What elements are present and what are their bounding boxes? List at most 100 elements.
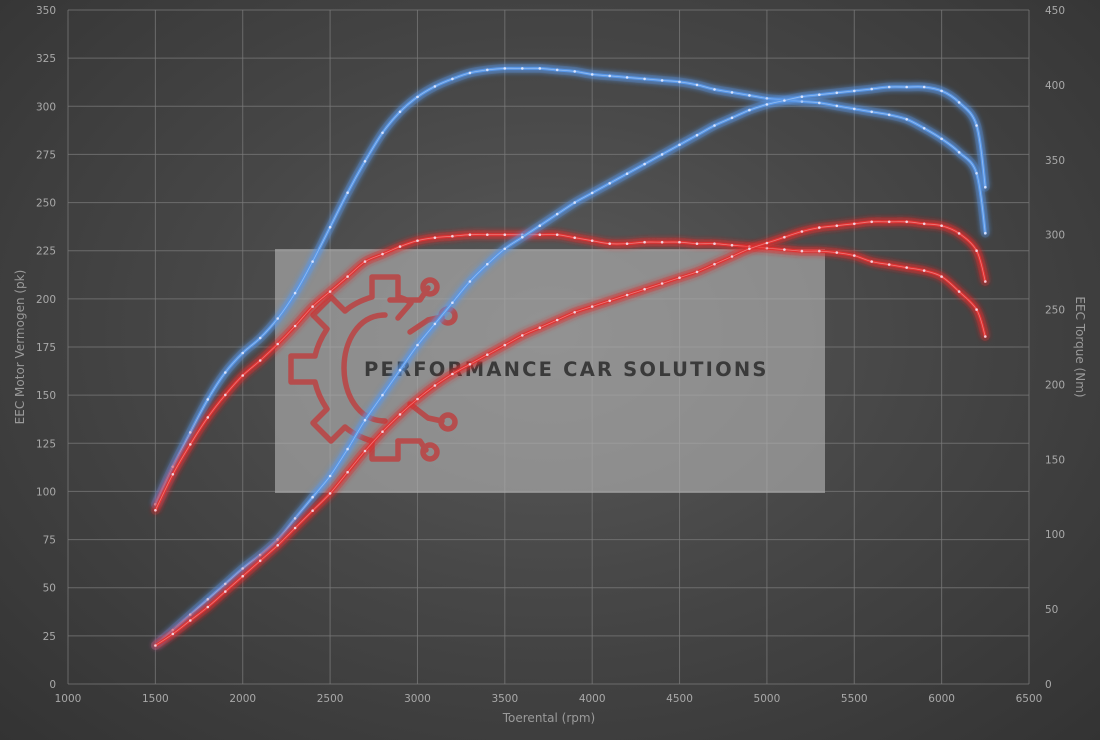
data-point <box>625 293 629 297</box>
data-point <box>416 397 419 401</box>
data-point <box>189 443 192 446</box>
data-point <box>486 353 489 357</box>
data-point <box>311 509 314 512</box>
data-point <box>783 99 786 102</box>
data-point <box>853 222 856 226</box>
y-left-tick-label: 350 <box>36 5 56 17</box>
data-point <box>573 70 576 73</box>
data-point <box>818 93 821 96</box>
x-tick-label: 5500 <box>841 693 868 705</box>
data-point <box>748 108 751 112</box>
y-right-tick-label: 150 <box>1045 454 1065 466</box>
data-point <box>451 77 454 81</box>
data-point <box>957 151 961 154</box>
data-point <box>521 235 524 239</box>
data-point <box>224 590 227 593</box>
data-point <box>433 384 437 387</box>
x-tick-label: 5000 <box>754 693 781 705</box>
data-point <box>625 242 629 245</box>
data-point <box>887 220 891 224</box>
data-point <box>984 185 987 189</box>
series-lines <box>150 63 990 650</box>
data-point <box>224 371 227 374</box>
data-point <box>713 242 716 245</box>
data-point <box>381 252 384 256</box>
data-point <box>835 104 839 108</box>
data-point <box>154 644 157 647</box>
data-point <box>363 260 367 263</box>
data-point <box>538 224 542 227</box>
data-point <box>573 236 576 239</box>
data-point <box>957 290 961 293</box>
data-point <box>940 224 943 227</box>
data-point <box>451 372 454 376</box>
data-point <box>800 95 804 98</box>
y-left-tick-label: 250 <box>36 198 56 210</box>
data-point <box>608 242 611 245</box>
y-left-tick-label: 100 <box>36 486 56 498</box>
data-point <box>730 91 734 94</box>
data-point <box>870 87 873 91</box>
data-point <box>433 85 437 88</box>
data-point <box>905 266 908 269</box>
data-point <box>189 619 192 622</box>
data-point <box>328 492 332 495</box>
data-point <box>241 567 244 570</box>
y-left-tick-label: 0 <box>49 679 56 691</box>
data-point <box>398 245 402 248</box>
data-point <box>713 124 716 127</box>
data-point <box>468 233 472 236</box>
data-point <box>590 191 594 195</box>
y-axis-left-label: EEC Motor Vermogen (pk) <box>13 270 27 425</box>
data-point <box>381 430 384 434</box>
data-point <box>555 212 559 216</box>
data-point <box>363 449 367 453</box>
data-point <box>590 73 594 76</box>
data-point <box>957 101 961 104</box>
data-point <box>573 201 576 204</box>
data-point <box>555 233 559 236</box>
data-point <box>241 351 244 355</box>
y-left-tick-label: 25 <box>43 631 56 643</box>
data-point <box>189 431 192 434</box>
x-tick-label: 1500 <box>142 693 169 705</box>
data-point <box>730 255 734 258</box>
data-point <box>730 116 734 120</box>
data-point <box>818 249 821 253</box>
data-point <box>538 67 542 70</box>
data-point <box>346 191 349 194</box>
data-point <box>468 280 472 283</box>
data-point <box>905 220 908 224</box>
data-point <box>870 260 873 263</box>
data-point <box>503 67 507 70</box>
data-point <box>975 249 978 252</box>
x-tick-label: 2500 <box>317 693 344 705</box>
data-point <box>276 538 280 541</box>
data-point <box>713 88 716 91</box>
x-tick-label: 3000 <box>404 693 431 705</box>
data-point <box>433 322 437 326</box>
data-point <box>206 398 210 401</box>
x-tick-label: 6500 <box>1016 693 1043 705</box>
data-point <box>521 67 524 70</box>
data-point <box>206 598 210 601</box>
x-tick-label: 4000 <box>579 693 606 705</box>
y-right-tick-label: 350 <box>1045 155 1065 167</box>
tick-labels: 1000 1500 2000 2500 3000 3500 4000 4500 5000 5500… <box>36 5 1065 705</box>
data-point <box>416 239 419 242</box>
y-left-tick-label: 150 <box>36 390 56 402</box>
data-point <box>293 324 297 328</box>
data-point <box>486 233 489 236</box>
data-point <box>346 470 349 474</box>
data-point <box>678 276 681 280</box>
data-point <box>328 474 332 478</box>
data-point <box>608 299 611 303</box>
x-tick-label: 1000 <box>55 693 82 705</box>
x-tick-label: 4500 <box>666 693 693 705</box>
data-point <box>678 143 681 147</box>
y-left-tick-label: 300 <box>36 101 56 113</box>
data-point <box>800 230 804 233</box>
y-left-tick-label: 175 <box>36 342 56 354</box>
data-point <box>765 246 769 250</box>
x-tick-label: 6000 <box>928 693 955 705</box>
